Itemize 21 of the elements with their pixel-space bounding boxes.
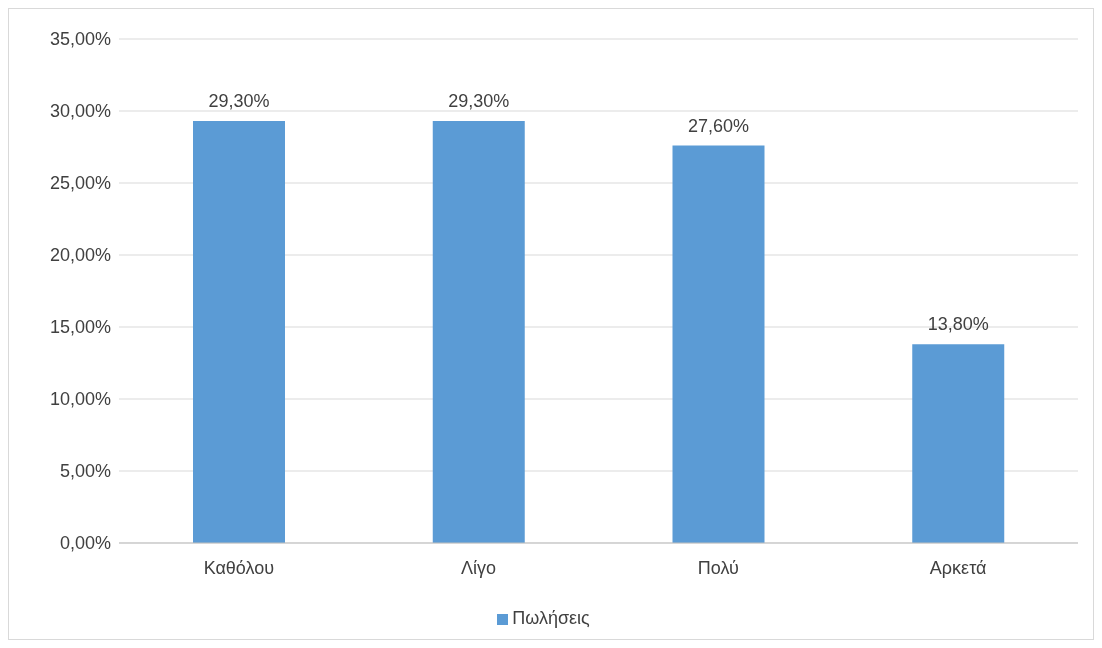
bar: [432, 121, 525, 543]
x-tick-label: Πολύ: [697, 557, 739, 578]
data-label: 29,30%: [448, 91, 510, 112]
bar: [672, 145, 765, 543]
bar: [193, 121, 285, 543]
data-label: 29,30%: [208, 91, 270, 112]
y-tick-label: 5,00%: [59, 461, 111, 482]
legend-label: Πωλήσεις: [512, 608, 590, 628]
data-label: 27,60%: [687, 115, 750, 136]
y-tick-label: 25,00%: [49, 173, 111, 194]
x-tick-label: Λίγο: [461, 557, 497, 578]
x-tick-label: Καθόλου: [203, 557, 275, 578]
x-tick-label: Αρκετά: [929, 557, 987, 578]
y-tick-label: 30,00%: [49, 101, 111, 122]
y-tick-label: 35,00%: [49, 29, 111, 50]
y-tick-label: 15,00%: [49, 317, 111, 338]
y-tick-label: 0,00%: [59, 533, 111, 554]
y-tick-label: 20,00%: [49, 245, 111, 266]
bar: [912, 344, 1005, 543]
data-label: 13,80%: [927, 314, 989, 335]
y-tick-label: 10,00%: [49, 389, 111, 410]
